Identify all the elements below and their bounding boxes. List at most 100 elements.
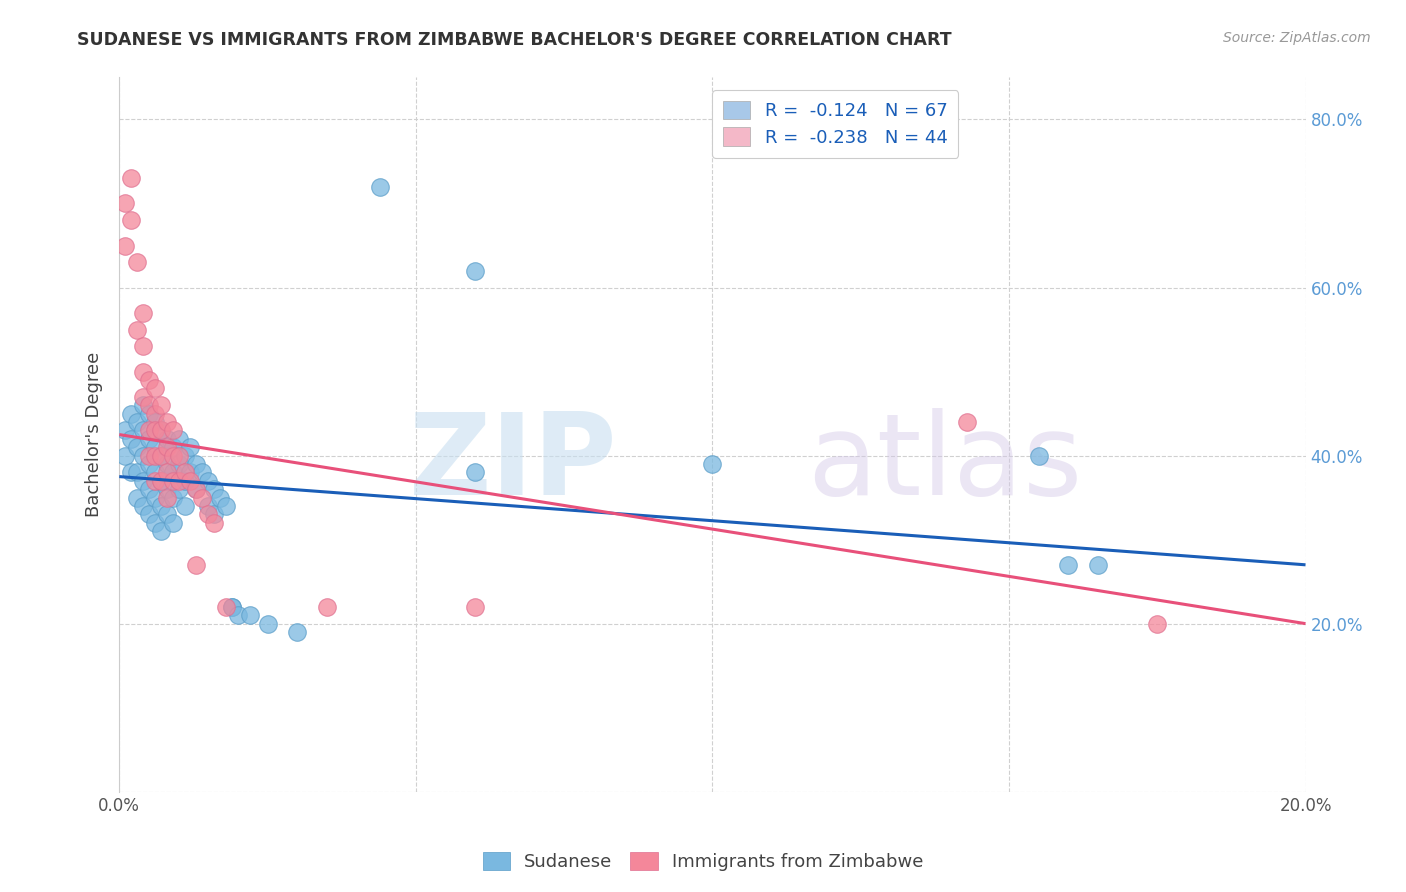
Point [285,625,308,640]
Point [138,482,160,496]
Point [202,508,225,522]
Point [156,457,179,471]
Point [156,415,179,429]
Point [125,415,148,429]
Point [132,499,155,513]
Point [179,440,201,454]
Point [143,415,166,429]
Point [143,516,166,530]
Point [167,482,190,496]
Point [197,508,219,522]
Point [186,482,208,496]
Point [162,466,184,480]
Point [114,423,136,437]
Point [138,508,160,522]
Point [156,432,179,446]
Point [149,474,172,488]
Point [162,474,184,488]
Point [1028,449,1050,463]
Point [956,415,979,429]
Point [114,449,136,463]
Point [132,474,155,488]
Point [173,499,195,513]
Point [120,171,142,186]
Point [125,255,148,269]
Point [149,474,172,488]
Point [702,457,724,471]
Point [315,599,337,614]
Point [186,457,208,471]
Point [173,466,195,480]
Point [221,599,243,614]
Point [156,440,179,454]
Point [167,474,190,488]
Point [114,196,136,211]
Point [221,599,243,614]
Point [120,432,142,446]
Point [143,407,166,421]
Point [1146,616,1168,631]
Point [120,213,142,227]
Point [143,474,166,488]
Point [125,491,148,505]
Point [215,499,238,513]
Point [132,365,155,379]
Point [202,516,225,530]
Text: ZIP: ZIP [409,408,617,518]
Text: Source: ZipAtlas.com: Source: ZipAtlas.com [1223,31,1371,45]
Point [138,432,160,446]
Point [1087,558,1109,572]
Point [179,466,201,480]
Point [143,466,166,480]
Point [138,373,160,387]
Point [197,499,219,513]
Point [149,449,172,463]
Point [256,616,278,631]
Point [132,390,155,404]
Y-axis label: Bachelor's Degree: Bachelor's Degree [86,352,103,517]
Point [186,558,208,572]
Point [173,449,195,463]
Point [167,449,190,463]
Point [167,457,190,471]
Point [138,457,160,471]
Legend: Sudanese, Immigrants from Zimbabwe: Sudanese, Immigrants from Zimbabwe [475,845,931,879]
Point [464,599,486,614]
Point [149,499,172,513]
Point [156,491,179,505]
Point [209,491,232,505]
Point [132,339,155,353]
Point [149,423,172,437]
Point [132,423,155,437]
Point [143,491,166,505]
Point [138,407,160,421]
Point [132,306,155,320]
Point [143,381,166,395]
Point [125,440,148,454]
Point [138,423,160,437]
Legend: R =  -0.124   N = 67, R =  -0.238   N = 44: R = -0.124 N = 67, R = -0.238 N = 44 [713,90,959,158]
Point [368,179,391,194]
Point [149,398,172,412]
Point [114,238,136,252]
Point [132,398,155,412]
Point [156,482,179,496]
Point [1057,558,1080,572]
Point [143,423,166,437]
Point [120,466,142,480]
Point [464,466,486,480]
Text: SUDANESE VS IMMIGRANTS FROM ZIMBABWE BACHELOR'S DEGREE CORRELATION CHART: SUDANESE VS IMMIGRANTS FROM ZIMBABWE BAC… [77,31,952,49]
Point [138,398,160,412]
Point [186,482,208,496]
Point [162,491,184,505]
Point [162,449,184,463]
Point [162,423,184,437]
Point [138,449,160,463]
Point [226,608,249,623]
Point [179,474,201,488]
Point [202,482,225,496]
Point [162,440,184,454]
Point [149,524,172,539]
Point [120,407,142,421]
Point [215,599,238,614]
